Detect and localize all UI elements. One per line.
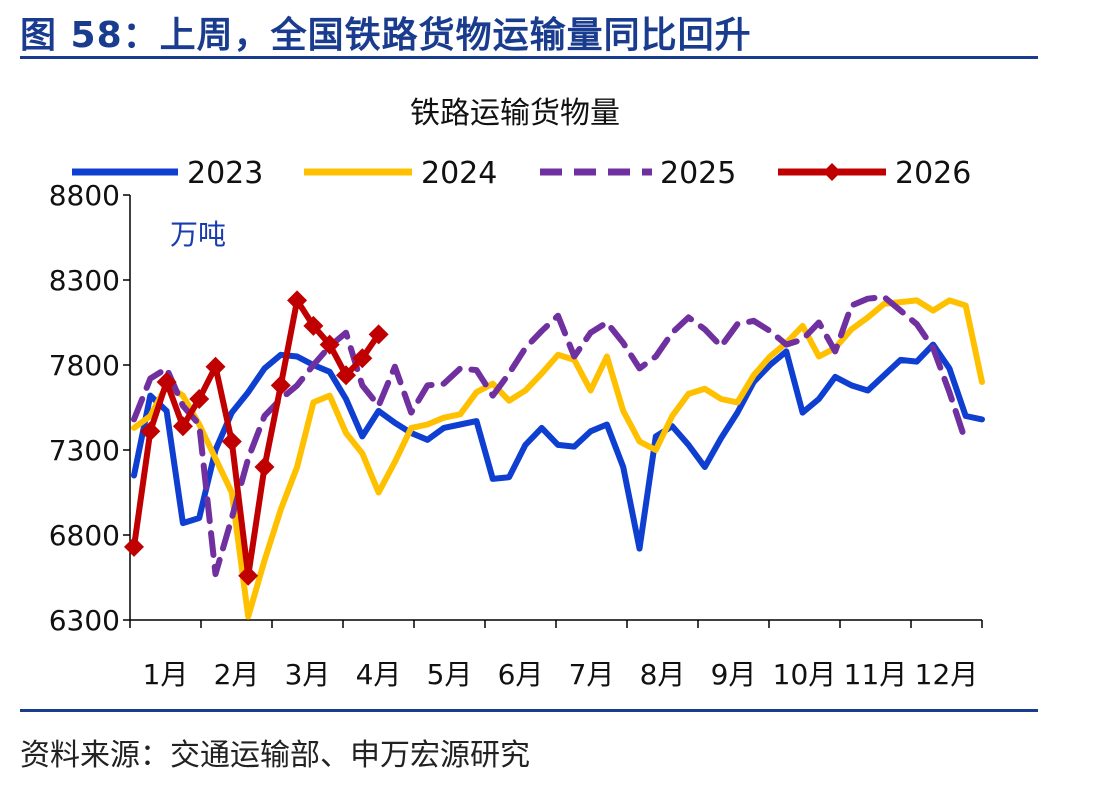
- legend-marker-2026: [823, 163, 841, 181]
- x-tick-label: 10月: [773, 658, 837, 691]
- legend-label-2026: 2026: [895, 156, 971, 191]
- y-tick-label: 8800: [49, 179, 120, 212]
- x-tick-label: 2月: [214, 658, 260, 691]
- plot-area: [124, 290, 985, 620]
- series-line-2024: [131, 297, 985, 620]
- y-tick-label: 6800: [49, 519, 120, 552]
- series-line-2023: [131, 341, 985, 552]
- legend-item-2023: 2023: [72, 156, 263, 191]
- legend-item-2024: 2024: [304, 156, 497, 191]
- legend-label-2025: 2025: [660, 156, 736, 191]
- data-point-2026: [124, 536, 144, 557]
- y-tick-label: 6300: [49, 604, 120, 637]
- data-point-2026: [352, 348, 373, 369]
- legend-item-2025: 2025: [540, 156, 736, 191]
- source-rule: [20, 709, 1038, 712]
- figure-title: 图 58：上周，全国铁路货物运输量同比回升: [20, 15, 752, 56]
- x-tick-label: 9月: [711, 658, 757, 691]
- data-point-2026: [270, 375, 291, 396]
- y-tick-label: 8300: [49, 264, 120, 297]
- legend-label-2023: 2023: [187, 156, 263, 191]
- y-tick-label: 7800: [49, 349, 120, 382]
- chart-title: 铁路运输货物量: [410, 96, 620, 131]
- data-point-2026: [336, 365, 356, 386]
- x-tick-label: 7月: [569, 658, 615, 691]
- data-point-2026: [319, 334, 340, 355]
- x-tick-label: 12月: [915, 658, 979, 691]
- x-tick-label: 6月: [498, 658, 544, 691]
- title-rule: [20, 56, 1038, 59]
- x-tick-label: 1月: [143, 658, 189, 691]
- data-point-2026: [140, 421, 161, 442]
- x-tick-label: 3月: [285, 658, 331, 691]
- y-tick-label: 7300: [49, 434, 120, 467]
- data-point-2026: [287, 290, 308, 311]
- data-point-2026: [368, 324, 389, 345]
- data-point-2026: [156, 372, 177, 392]
- series-line-2026: [131, 297, 382, 579]
- data-point-2026: [189, 389, 210, 409]
- x-tick-label: 8月: [640, 658, 686, 691]
- legend: 2023 2024 2025 2026: [72, 156, 971, 191]
- x-tick-label: 5月: [427, 658, 473, 691]
- unit-label: 万吨: [170, 218, 226, 251]
- series-line-2025: [131, 294, 969, 578]
- axes: 6300 6800 7300 7800 8300 8800 1月 2月 3月 4月 5月 6月 7月 8月…: [49, 179, 983, 691]
- data-point-2026: [303, 315, 324, 336]
- data-point-2026: [238, 565, 259, 586]
- data-point-2026: [205, 356, 226, 377]
- data-point-2026: [221, 431, 242, 452]
- legend-label-2024: 2024: [421, 156, 497, 191]
- data-point-2026: [172, 416, 193, 437]
- x-tick-label: 11月: [844, 658, 908, 691]
- source-note: 资料来源：交通运输部、申万宏源研究: [20, 738, 530, 773]
- legend-item-2026: 2026: [778, 156, 971, 191]
- data-point-2026: [254, 457, 275, 477]
- x-tick-label: 4月: [356, 658, 402, 691]
